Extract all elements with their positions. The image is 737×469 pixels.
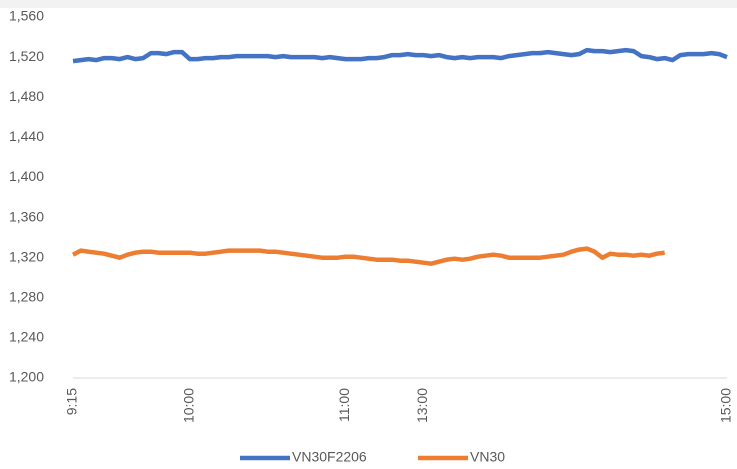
top-band — [0, 0, 737, 8]
y-tick-label: 1,320 — [9, 248, 44, 264]
legend-label: VN30 — [470, 449, 505, 465]
legend-label: VN30F2206 — [292, 449, 367, 465]
y-tick-label: 1,480 — [9, 88, 44, 104]
x-tick-label: 11:00 — [336, 388, 352, 422]
y-tick-label: 1,400 — [9, 168, 44, 184]
x-tick-label: 9:15 — [64, 388, 80, 415]
x-tick-label: 10:00 — [180, 388, 196, 423]
y-tick-label: 1,360 — [9, 208, 44, 224]
x-tick-label: 15:00 — [718, 388, 734, 423]
x-tick-label: 13:00 — [414, 388, 430, 423]
y-tick-label: 1,520 — [9, 48, 44, 64]
y-tick-label: 1,560 — [9, 8, 44, 24]
y-tick-label: 1,200 — [9, 369, 44, 385]
y-tick-label: 1,440 — [9, 128, 44, 144]
series-line — [71, 246, 665, 266]
y-tick-label: 1,280 — [9, 288, 44, 304]
y-tick-label: 1,240 — [9, 329, 44, 345]
series-line — [72, 47, 728, 64]
